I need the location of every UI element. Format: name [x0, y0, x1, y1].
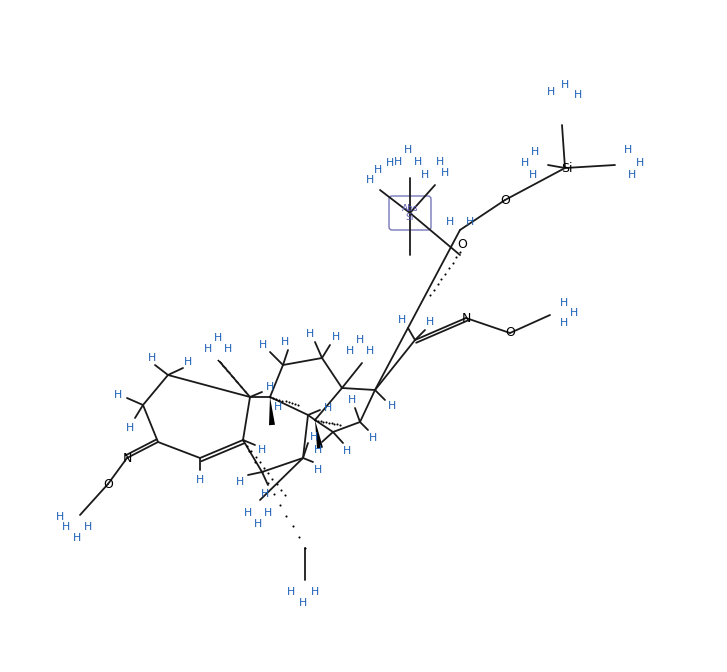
- Text: H: H: [259, 340, 267, 350]
- Text: H: H: [386, 158, 394, 168]
- Text: O: O: [505, 327, 515, 339]
- Text: H: H: [366, 175, 374, 185]
- Text: H: H: [126, 423, 134, 433]
- Text: H: H: [244, 508, 252, 518]
- Text: H: H: [561, 80, 569, 90]
- Text: N: N: [122, 452, 132, 464]
- Text: H: H: [366, 346, 374, 356]
- Text: H: H: [624, 145, 632, 155]
- Text: H: H: [311, 587, 319, 597]
- Text: H: H: [114, 390, 122, 400]
- Text: H: H: [356, 335, 364, 345]
- Text: N: N: [462, 312, 470, 325]
- Text: H: H: [332, 332, 340, 342]
- Text: H: H: [426, 317, 434, 327]
- Text: Abs
Si: Abs Si: [402, 204, 418, 222]
- Text: H: H: [261, 489, 269, 499]
- FancyBboxPatch shape: [389, 196, 431, 230]
- Text: H: H: [560, 318, 568, 328]
- Text: H: H: [404, 145, 412, 155]
- Text: H: H: [266, 382, 274, 392]
- Text: O: O: [103, 478, 113, 491]
- Text: O: O: [457, 239, 467, 251]
- Text: H: H: [529, 170, 537, 180]
- Text: H: H: [184, 357, 192, 367]
- Text: H: H: [369, 433, 377, 443]
- Text: H: H: [314, 445, 322, 455]
- Text: H: H: [148, 353, 156, 363]
- Text: H: H: [299, 598, 307, 608]
- Text: H: H: [421, 170, 429, 180]
- Text: H: H: [343, 446, 351, 456]
- Text: H: H: [204, 344, 212, 354]
- Text: H: H: [414, 157, 422, 167]
- Text: H: H: [306, 329, 314, 339]
- Text: H: H: [446, 217, 454, 227]
- Text: H: H: [56, 512, 64, 522]
- Text: H: H: [196, 475, 204, 485]
- Text: O: O: [500, 194, 510, 206]
- Text: Si: Si: [561, 161, 573, 175]
- Text: H: H: [628, 170, 636, 180]
- Text: H: H: [348, 395, 356, 405]
- Text: H: H: [287, 587, 295, 597]
- Text: H: H: [441, 168, 449, 178]
- Text: H: H: [258, 445, 266, 455]
- Text: H: H: [324, 403, 332, 413]
- Text: H: H: [574, 90, 582, 100]
- Text: H: H: [570, 308, 578, 318]
- Text: H: H: [394, 157, 402, 167]
- Text: H: H: [346, 346, 354, 356]
- Polygon shape: [269, 397, 275, 425]
- Text: H: H: [236, 477, 244, 487]
- Text: H: H: [521, 158, 529, 168]
- Text: H: H: [310, 432, 318, 442]
- Text: H: H: [314, 465, 322, 475]
- Text: H: H: [274, 402, 282, 412]
- Text: H: H: [84, 522, 92, 532]
- Text: H: H: [466, 217, 474, 227]
- Text: H: H: [73, 533, 81, 543]
- Text: H: H: [264, 508, 272, 518]
- Polygon shape: [315, 420, 323, 448]
- Text: H: H: [224, 344, 232, 354]
- Text: H: H: [636, 158, 644, 168]
- Text: H: H: [531, 147, 539, 157]
- Text: H: H: [281, 337, 289, 347]
- Text: H: H: [374, 165, 382, 175]
- Text: H: H: [214, 333, 222, 343]
- Text: H: H: [388, 401, 396, 411]
- Text: H: H: [62, 522, 70, 532]
- Text: H: H: [560, 298, 568, 308]
- Text: H: H: [547, 87, 555, 97]
- Text: H: H: [398, 315, 406, 325]
- Text: H: H: [436, 157, 444, 167]
- Text: H: H: [254, 519, 262, 529]
